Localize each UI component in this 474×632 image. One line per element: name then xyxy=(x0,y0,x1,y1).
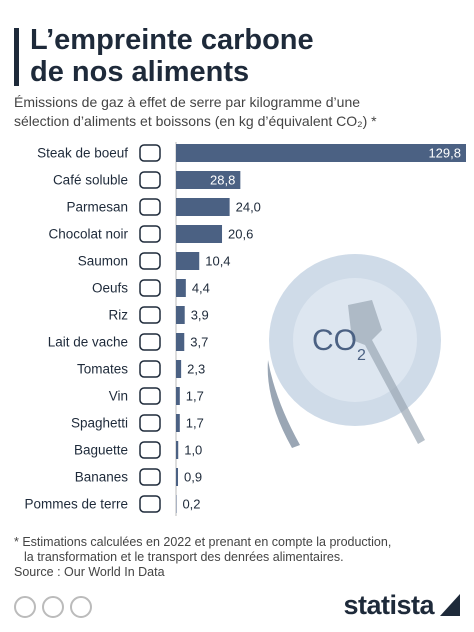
category-label: Oeufs xyxy=(92,281,128,296)
bar xyxy=(176,252,200,270)
plate: CO 2 xyxy=(267,254,441,448)
bar xyxy=(176,414,180,432)
value-label: 10,4 xyxy=(205,253,230,268)
category-icon xyxy=(139,279,161,297)
value-label: 1,0 xyxy=(184,442,202,457)
value-label: 3,9 xyxy=(191,307,209,322)
category-label: Riz xyxy=(109,308,129,323)
value-label: 2,3 xyxy=(187,361,205,376)
category-label: Spaghetti xyxy=(71,416,128,431)
category-label: Bananes xyxy=(75,470,129,485)
note-line: * Estimations calculées en 2022 et prena… xyxy=(14,535,392,549)
bar xyxy=(176,225,223,243)
value-label: 129,8 xyxy=(428,145,461,160)
notes: * Estimations calculées en 2022 et prena… xyxy=(14,535,391,580)
plate-subscript: 2 xyxy=(357,347,366,364)
category-label: Lait de vache xyxy=(48,335,128,350)
category-icon xyxy=(139,198,161,216)
bar xyxy=(176,198,230,216)
bar xyxy=(176,387,180,405)
bar xyxy=(176,333,185,351)
category-icon xyxy=(139,225,161,243)
category-label: Chocolat noir xyxy=(48,227,128,242)
value-label: 20,6 xyxy=(228,226,253,241)
category-icon xyxy=(139,333,161,351)
category-icon xyxy=(139,387,161,405)
category-icon xyxy=(139,171,161,189)
category-label: Pommes de terre xyxy=(24,497,128,512)
plate-label: CO xyxy=(312,324,357,357)
note-line: la transformation et le transport des de… xyxy=(24,550,344,564)
value-label: 4,4 xyxy=(192,280,210,295)
category-icon xyxy=(139,414,161,432)
bar xyxy=(176,144,466,162)
category-label: Baguette xyxy=(74,443,128,458)
category-label: Parmesan xyxy=(66,200,128,215)
source: Source : Our World In Data xyxy=(14,565,165,579)
category-icon xyxy=(139,306,161,324)
subtitle-line: sélection d’aliments et boissons (en kg … xyxy=(14,113,377,129)
title-line: de nos aliments xyxy=(30,56,250,88)
value-label: 1,7 xyxy=(186,388,204,403)
value-label: 3,7 xyxy=(190,334,208,349)
bar xyxy=(176,171,241,189)
category-icon xyxy=(139,252,161,270)
category-label: Vin xyxy=(109,389,128,404)
value-label: 1,7 xyxy=(186,415,204,430)
category-icon xyxy=(139,360,161,378)
value-label: 0,9 xyxy=(184,469,202,484)
value-label: 24,0 xyxy=(236,199,261,214)
category-label: Tomates xyxy=(77,362,128,377)
subtitle-line: Émissions de gaz à effet de serre par ki… xyxy=(14,94,361,110)
category-icon xyxy=(139,468,161,486)
brand: statista xyxy=(343,590,434,620)
title-bar xyxy=(14,28,19,86)
value-label: 0,2 xyxy=(182,496,200,511)
license-icons xyxy=(14,596,92,623)
value-label: 28,8 xyxy=(210,172,235,187)
category-icon xyxy=(139,495,161,513)
category-icon xyxy=(139,441,161,459)
bar xyxy=(176,441,179,459)
bar xyxy=(176,468,179,486)
category-label: Café soluble xyxy=(53,173,128,188)
title: L’empreinte carbone de nos aliments xyxy=(30,24,314,88)
category-label: Steak de boeuf xyxy=(37,146,128,161)
bar xyxy=(176,306,185,324)
category-label: Saumon xyxy=(78,254,128,269)
bar xyxy=(176,360,182,378)
title-line: L’empreinte carbone xyxy=(30,24,314,56)
category-icon xyxy=(139,144,161,162)
bar xyxy=(176,279,186,297)
subtitle: Émissions de gaz à effet de serre par ki… xyxy=(14,93,377,131)
